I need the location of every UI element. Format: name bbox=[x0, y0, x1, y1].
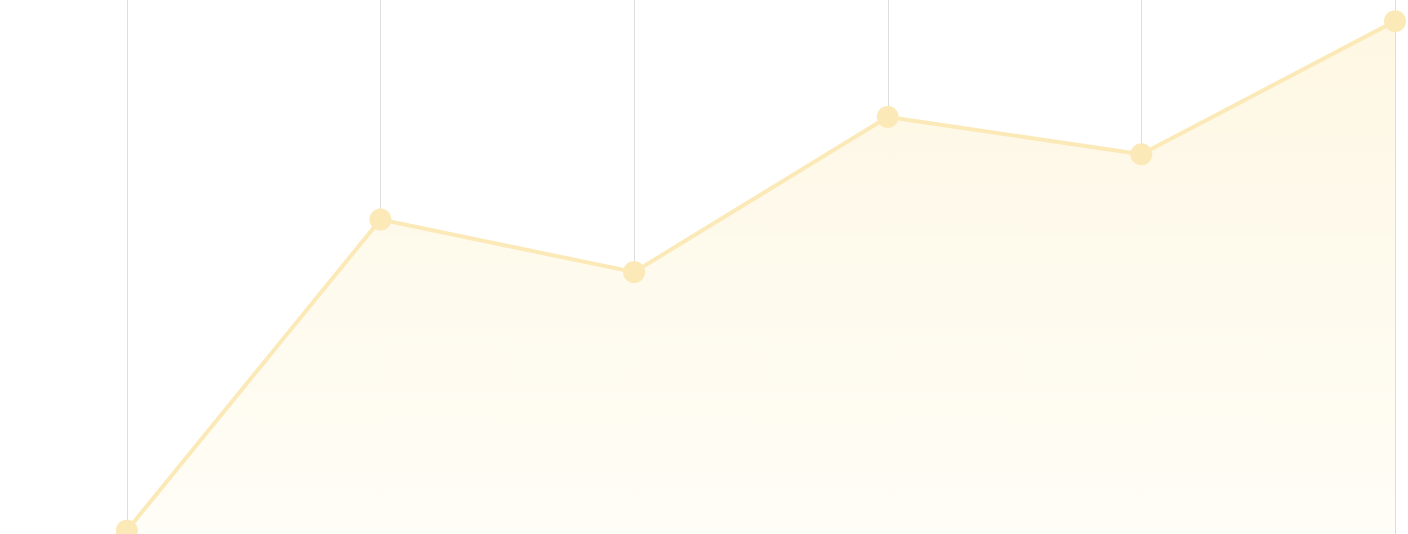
data-point-3 bbox=[876, 105, 899, 128]
data-point-2 bbox=[623, 261, 646, 284]
data-point-layer bbox=[115, 10, 1406, 534]
area-fill-layer bbox=[126, 21, 1396, 534]
data-point-5 bbox=[1384, 10, 1406, 33]
data-point-4 bbox=[1130, 143, 1153, 166]
series-line bbox=[124, 19, 1397, 533]
data-point-1 bbox=[369, 208, 392, 231]
data-point-0 bbox=[115, 519, 138, 534]
series-line-layer bbox=[124, 19, 1397, 533]
series-area-fill bbox=[126, 21, 1396, 534]
